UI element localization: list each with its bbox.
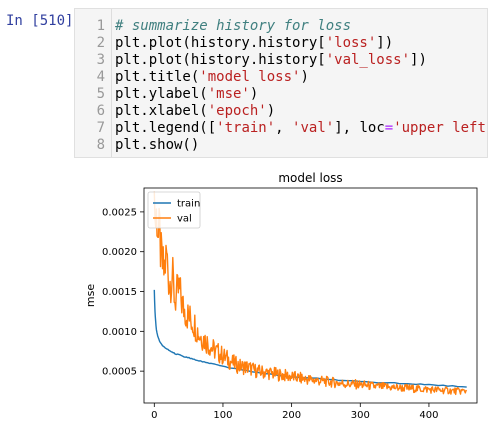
string-token: 'epoch' bbox=[207, 103, 267, 119]
legend-label: val bbox=[177, 214, 192, 225]
code-text: plt.xlabel('epoch') bbox=[115, 102, 275, 120]
string-token: 'loss' bbox=[325, 35, 377, 51]
x-tick-label: 300 bbox=[351, 410, 370, 421]
line-number: 4 bbox=[96, 69, 105, 85]
code-text: plt.title('model loss') bbox=[115, 68, 309, 86]
line-number: 3 bbox=[96, 52, 105, 68]
string-token: 'mse' bbox=[207, 86, 250, 102]
string-token: 'val' bbox=[292, 120, 335, 136]
code-token: plt.legend([ bbox=[115, 120, 217, 136]
code-text: plt.ylabel('mse') bbox=[115, 85, 258, 103]
string-token: 'model loss' bbox=[199, 69, 301, 85]
string-token: 'val_loss' bbox=[325, 52, 411, 68]
code-token: ], loc bbox=[334, 120, 385, 136]
y-tick-label: 0.0025 bbox=[102, 207, 137, 218]
line-number: 8 bbox=[96, 137, 105, 153]
gutter-separator bbox=[111, 9, 112, 157]
comment-token: # summarize history for loss bbox=[115, 18, 352, 34]
code-token: plt.ylabel( bbox=[115, 86, 208, 102]
series-line-train bbox=[153, 289, 467, 388]
y-tick-label: 0.0010 bbox=[102, 327, 137, 338]
x-tick-label: 100 bbox=[213, 410, 232, 421]
input-prompt: In [510]: bbox=[6, 13, 82, 29]
code-token: ) bbox=[266, 103, 276, 119]
y-tick-label: 0.0020 bbox=[102, 247, 137, 258]
line-number: 2 bbox=[96, 35, 105, 51]
code-token: plt.title( bbox=[115, 69, 200, 85]
line-number: 6 bbox=[96, 103, 105, 119]
line-number: 1 bbox=[96, 18, 105, 34]
x-tick-label: 0 bbox=[151, 410, 157, 421]
chart-title: model loss bbox=[278, 171, 342, 185]
loss-chart: model loss 0 100 200 300 400 0.0005 0.0010 0.001… bbox=[84, 171, 478, 421]
string-token: 'upper left' bbox=[393, 120, 489, 136]
code-text: plt.show() bbox=[115, 136, 199, 154]
legend-label: train bbox=[177, 199, 200, 210]
code-token: ) bbox=[249, 86, 259, 102]
plot-frame bbox=[143, 187, 478, 404]
legend-box bbox=[147, 191, 201, 229]
y-tick-label: 0.0015 bbox=[102, 287, 137, 298]
code-token: plt.show() bbox=[115, 137, 200, 153]
code-token: plt.plot(history.history[ bbox=[115, 35, 326, 51]
code-token: ) bbox=[300, 69, 309, 85]
code-token: , bbox=[275, 120, 293, 136]
code-token: ]) bbox=[410, 52, 427, 68]
line-number: 5 bbox=[96, 86, 105, 102]
code-text: plt.legend(['train', 'val'], loc='upper … bbox=[115, 119, 489, 137]
x-tick-label: 400 bbox=[419, 410, 438, 421]
y-tick-label: 0.0005 bbox=[102, 367, 137, 378]
code-token: plt.plot(history.history[ bbox=[115, 52, 326, 68]
line-number: 7 bbox=[96, 120, 105, 136]
code-token: ]) bbox=[376, 35, 394, 51]
string-token: 'train' bbox=[216, 120, 276, 136]
code-text: plt.plot(history.history['val_loss']) bbox=[115, 51, 427, 69]
code-token: plt.xlabel( bbox=[115, 103, 208, 119]
code-token: = bbox=[384, 120, 394, 136]
x-tick-label: 200 bbox=[282, 410, 301, 421]
code-text: plt.plot(history.history['loss']) bbox=[115, 34, 393, 52]
y-axis-label: mse bbox=[84, 284, 97, 307]
series-line-val bbox=[153, 191, 468, 396]
code-text: # summarize history for loss bbox=[115, 17, 351, 35]
code-cell[interactable]: 1 # summarize history for loss 2 plt.plot(h… bbox=[74, 8, 489, 158]
